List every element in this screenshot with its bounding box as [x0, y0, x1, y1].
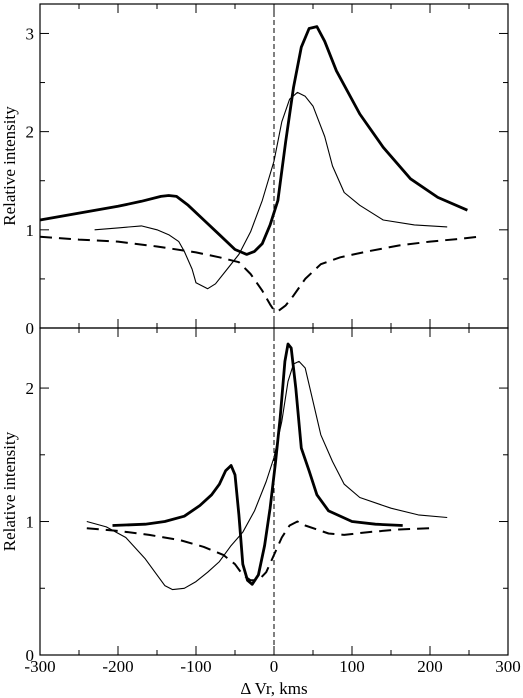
x-tick-label: -200 — [102, 657, 133, 676]
series-thick-line — [112, 342, 403, 586]
series-thin-line — [94, 91, 448, 290]
x-tick-label: -100 — [180, 657, 211, 676]
y-tick-label: 2 — [26, 379, 35, 398]
series-thick-line — [39, 25, 468, 256]
y-tick-label: 0 — [26, 319, 35, 338]
x-tick-label: 100 — [339, 657, 365, 676]
y-tick-label: 0 — [26, 646, 35, 665]
series-dashed-line — [86, 520, 431, 582]
x-tick-label: 200 — [417, 657, 443, 676]
top-panel: 0 1 2 3 Relative intensity — [0, 3, 509, 338]
x-tick-label: 300 — [495, 657, 521, 676]
y-tick-label: 3 — [26, 24, 35, 43]
series-thin-line — [86, 360, 448, 591]
y-tick-label: 1 — [26, 221, 35, 240]
x-tick-label: 0 — [270, 657, 279, 676]
y-tick-label: 1 — [26, 513, 35, 532]
series-dashed-line — [39, 235, 479, 313]
x-tick-label: -300 — [24, 657, 55, 676]
y-axis-label: Relative intensity — [0, 431, 19, 551]
y-axis-label: Relative intensity — [0, 106, 19, 226]
bottom-panel: -300 -200 -100 0 100 200 300 0 1 2 Relative intens… — [0, 327, 521, 676]
y-tick-label: 2 — [26, 123, 35, 142]
x-axis-label: Δ Vr, kms — [240, 679, 307, 698]
